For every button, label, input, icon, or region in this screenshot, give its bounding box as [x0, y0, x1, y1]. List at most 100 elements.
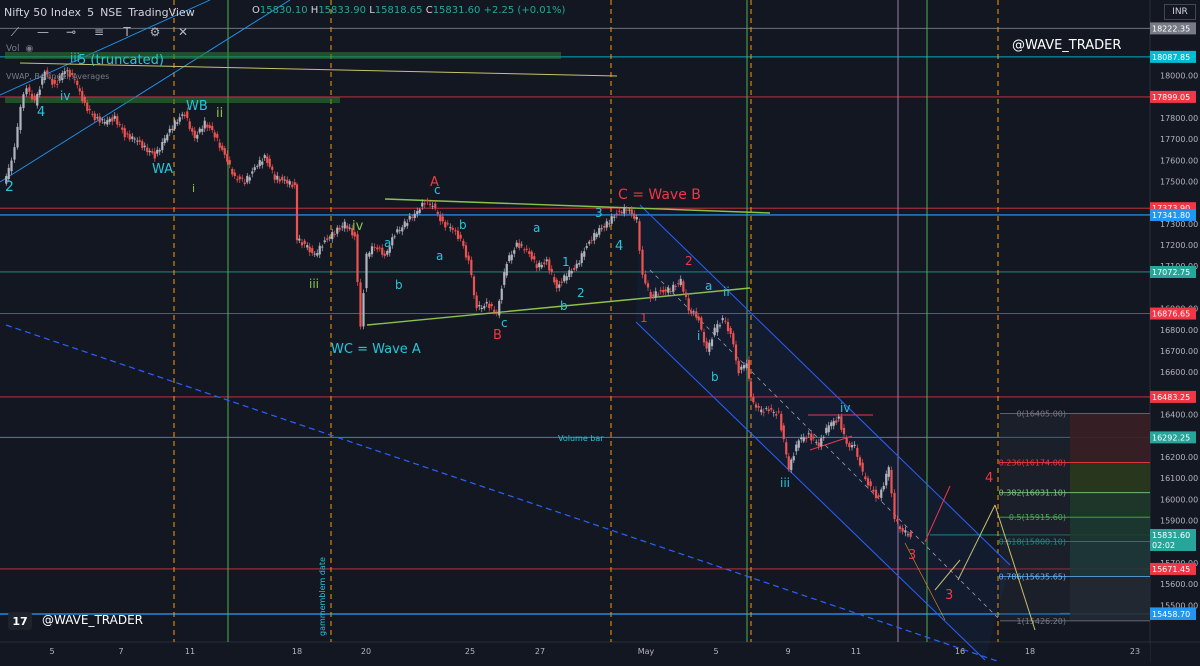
horizontal-line-icon[interactable]: —	[37, 25, 49, 39]
wave-label-15: c	[501, 316, 508, 330]
wave-label-17: c	[434, 183, 441, 197]
wave-label-27: 1	[640, 311, 648, 325]
y-tick-label-11: 16600.00	[1160, 368, 1198, 377]
candle	[872, 486, 875, 495]
fib-zone-0	[1070, 413, 1150, 463]
candle	[837, 414, 840, 422]
candle	[188, 118, 191, 132]
candle	[633, 209, 636, 221]
candle	[96, 113, 99, 121]
candle	[454, 227, 457, 236]
eye-icon[interactable]: ◉	[25, 44, 34, 54]
candle	[43, 69, 46, 84]
candle	[483, 303, 486, 311]
y-tick-label-15: 16000.00	[1160, 495, 1198, 504]
candle	[558, 280, 561, 292]
text-icon[interactable]: T	[123, 25, 131, 39]
wave-label-13: a	[436, 249, 443, 263]
candle	[713, 324, 716, 338]
price-level-text-10: 15671.45	[1152, 565, 1190, 574]
candle	[887, 465, 890, 481]
candle	[151, 148, 154, 155]
candle	[578, 260, 581, 267]
tradingview-logo-icon[interactable]: 17	[8, 612, 32, 630]
candle	[762, 408, 765, 417]
candle	[353, 230, 356, 241]
candle	[256, 164, 259, 169]
candle	[874, 486, 878, 502]
vwap-indicator[interactable]: VWAP, Bollinger Averages	[6, 72, 110, 81]
x-tick-label-12: 18	[1025, 647, 1035, 656]
price-level-tag-0	[1150, 22, 1196, 35]
settings-icon[interactable]: ⚙	[149, 25, 161, 39]
candle	[827, 421, 830, 436]
price-level-text-0: 18222.35	[1152, 24, 1190, 33]
candle	[780, 410, 783, 433]
trendline-3	[639, 204, 1011, 566]
candle	[431, 202, 434, 210]
price-level-text-9: 15831.60	[1152, 531, 1190, 540]
candle	[708, 339, 711, 356]
candle	[697, 313, 700, 323]
fib-label-2: 0.382(16031.10)	[999, 489, 1066, 498]
indicator-legend: Vol ◉	[6, 44, 33, 54]
x-tick-label-2: 11	[185, 647, 195, 656]
x-tick-label-10: 11	[851, 647, 861, 656]
candle	[365, 251, 368, 292]
candle	[258, 156, 261, 169]
candle	[359, 278, 362, 330]
interval[interactable]: 5	[87, 5, 95, 19]
candle	[133, 136, 136, 144]
candle	[893, 489, 896, 523]
candle	[143, 142, 146, 151]
candle	[896, 515, 899, 525]
candle	[266, 153, 269, 167]
candle	[308, 242, 311, 256]
candle	[835, 416, 838, 425]
candle	[500, 285, 503, 304]
wave-label-8: ii	[216, 106, 223, 121]
trendline-icon[interactable]: ⟋	[10, 24, 20, 39]
candle	[10, 157, 13, 175]
candle	[218, 138, 221, 152]
candle	[208, 122, 211, 131]
currency-selector[interactable]: INR	[1164, 4, 1196, 20]
candle	[66, 67, 69, 75]
x-tick-label-5: 25	[465, 647, 475, 656]
candle	[231, 167, 234, 177]
candle	[861, 459, 864, 476]
candle	[646, 280, 650, 291]
candle	[623, 204, 626, 217]
candle	[223, 145, 226, 159]
price-level-tag-9	[1150, 528, 1196, 551]
channel-icon[interactable]: ≡	[93, 25, 105, 39]
symbol-name[interactable]: Nifty 50 Index	[4, 5, 82, 19]
remove-icon[interactable]: ✕	[177, 25, 189, 39]
ray-icon[interactable]: ⊸	[65, 25, 77, 39]
candle	[628, 207, 631, 215]
candle	[600, 224, 603, 232]
candle	[765, 406, 768, 411]
candle	[271, 164, 274, 174]
candle	[904, 526, 907, 537]
volume-bar-note: Volume bar	[558, 434, 604, 443]
price-level-tag-10	[1150, 562, 1196, 575]
candle	[323, 236, 326, 244]
candle	[203, 117, 206, 133]
candle	[146, 143, 149, 156]
trendline-8	[19, 62, 618, 77]
candle	[890, 466, 893, 498]
candle	[830, 420, 833, 430]
vol-indicator[interactable]: Vol	[6, 44, 20, 54]
candle	[331, 228, 334, 243]
symbol-header[interactable]: Nifty 50 Index 5 NSE TradingView	[4, 3, 195, 21]
candle	[19, 104, 22, 134]
candle	[248, 174, 251, 184]
drawing-toolbar[interactable]: ⟋ — ⊸ ≡ T ⚙ ✕	[4, 22, 210, 42]
candle	[126, 131, 129, 138]
trendline-14	[957, 504, 996, 581]
candle	[436, 210, 439, 217]
trendline-4	[635, 321, 986, 661]
